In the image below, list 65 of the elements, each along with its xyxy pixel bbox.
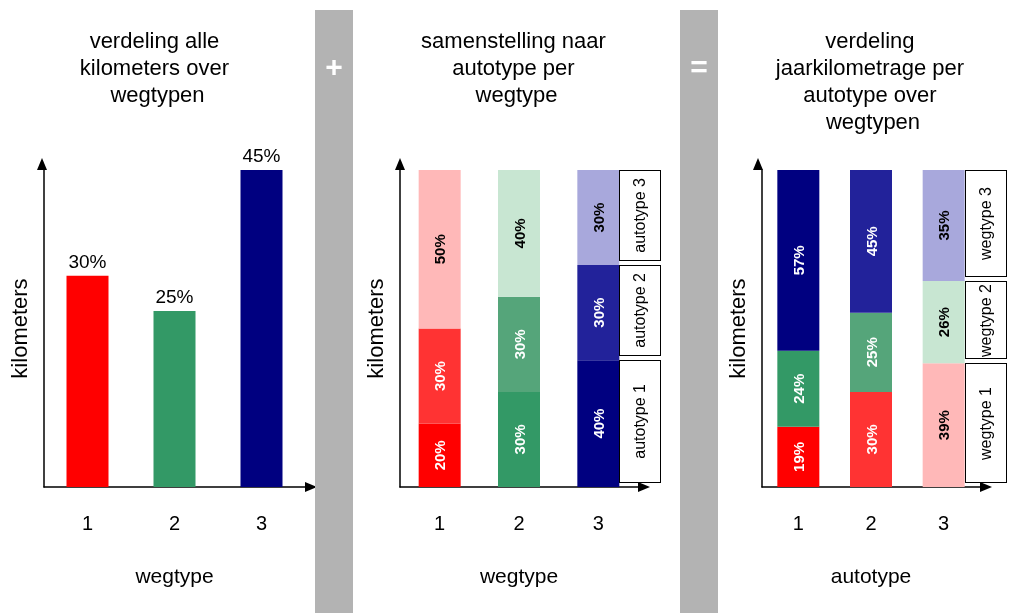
label-box: autotype 2 xyxy=(619,265,662,357)
bar xyxy=(418,328,461,424)
chart-title: verdeling alle kilometers over wegtypen xyxy=(79,28,236,107)
bar xyxy=(850,391,892,487)
x-tick-label: 3 xyxy=(938,512,950,534)
x-tick-label: 3 xyxy=(592,512,604,534)
data-label: 45% xyxy=(242,145,281,166)
bar xyxy=(498,296,540,392)
bar xyxy=(498,391,540,487)
x-tick-label: 1 xyxy=(434,512,446,534)
x-axis-title: wegtype xyxy=(134,564,214,587)
data-label: 30% xyxy=(862,424,880,455)
data-label: 45% xyxy=(862,226,880,257)
bar xyxy=(850,170,892,313)
data-label: 30% xyxy=(589,202,607,233)
data-label: 20% xyxy=(431,440,449,471)
data-label: 25% xyxy=(862,337,880,368)
y-axis-title: kilometers xyxy=(6,278,32,379)
data-label: 30% xyxy=(68,250,107,272)
bar xyxy=(850,312,892,392)
data-label: 40% xyxy=(510,218,528,249)
data-label: 24% xyxy=(789,373,807,404)
label-box: autotype 1 xyxy=(619,360,662,483)
data-label: 57% xyxy=(789,245,807,276)
label-box: autotype 3 xyxy=(619,170,662,262)
data-label: 30% xyxy=(589,297,607,328)
label-box: wegtype 2 xyxy=(964,280,1007,360)
bar xyxy=(577,170,620,266)
data-label: 30% xyxy=(431,361,449,392)
x-tick-label: 1 xyxy=(792,512,804,534)
y-axis-title: kilometers xyxy=(724,278,750,379)
x-tick-label: 2 xyxy=(865,512,877,534)
bar xyxy=(777,170,820,351)
bar xyxy=(418,423,461,487)
data-label: 39% xyxy=(935,410,953,441)
data-label: 35% xyxy=(935,210,953,241)
data-label: 30% xyxy=(510,329,528,360)
data-label: 19% xyxy=(789,441,807,472)
x-tick-label: 2 xyxy=(513,512,525,534)
data-label: 26% xyxy=(935,307,953,338)
data-label: 40% xyxy=(589,408,607,439)
divider-strip: + xyxy=(315,10,353,613)
data-label: 25% xyxy=(155,285,194,307)
bar xyxy=(922,280,965,364)
divider-strip: = xyxy=(680,10,718,613)
bar xyxy=(498,170,540,297)
data-label: 50% xyxy=(431,234,449,265)
bar xyxy=(418,170,461,329)
bar xyxy=(577,360,620,487)
x-axis-title: wegtype xyxy=(478,564,559,587)
y-axis-title: kilometers xyxy=(362,278,388,379)
bar xyxy=(777,350,820,427)
label-box: wegtype 3 xyxy=(964,170,1007,277)
bar xyxy=(922,363,965,487)
bar xyxy=(777,426,820,487)
label-box: wegtype 1 xyxy=(964,363,1007,483)
chart-title: samenstelling naar autotype per wegtype xyxy=(421,28,612,107)
data-label: 30% xyxy=(510,424,528,455)
x-tick-label: 2 xyxy=(168,512,181,534)
bar xyxy=(922,170,965,281)
x-axis-title: autotype xyxy=(830,564,912,587)
x-tick-label: 1 xyxy=(81,512,94,534)
bar xyxy=(577,265,620,361)
chart-title: verdeling jaarkilometrage per autotype over wegtypen xyxy=(774,28,971,134)
x-tick-label: 3 xyxy=(255,512,268,534)
